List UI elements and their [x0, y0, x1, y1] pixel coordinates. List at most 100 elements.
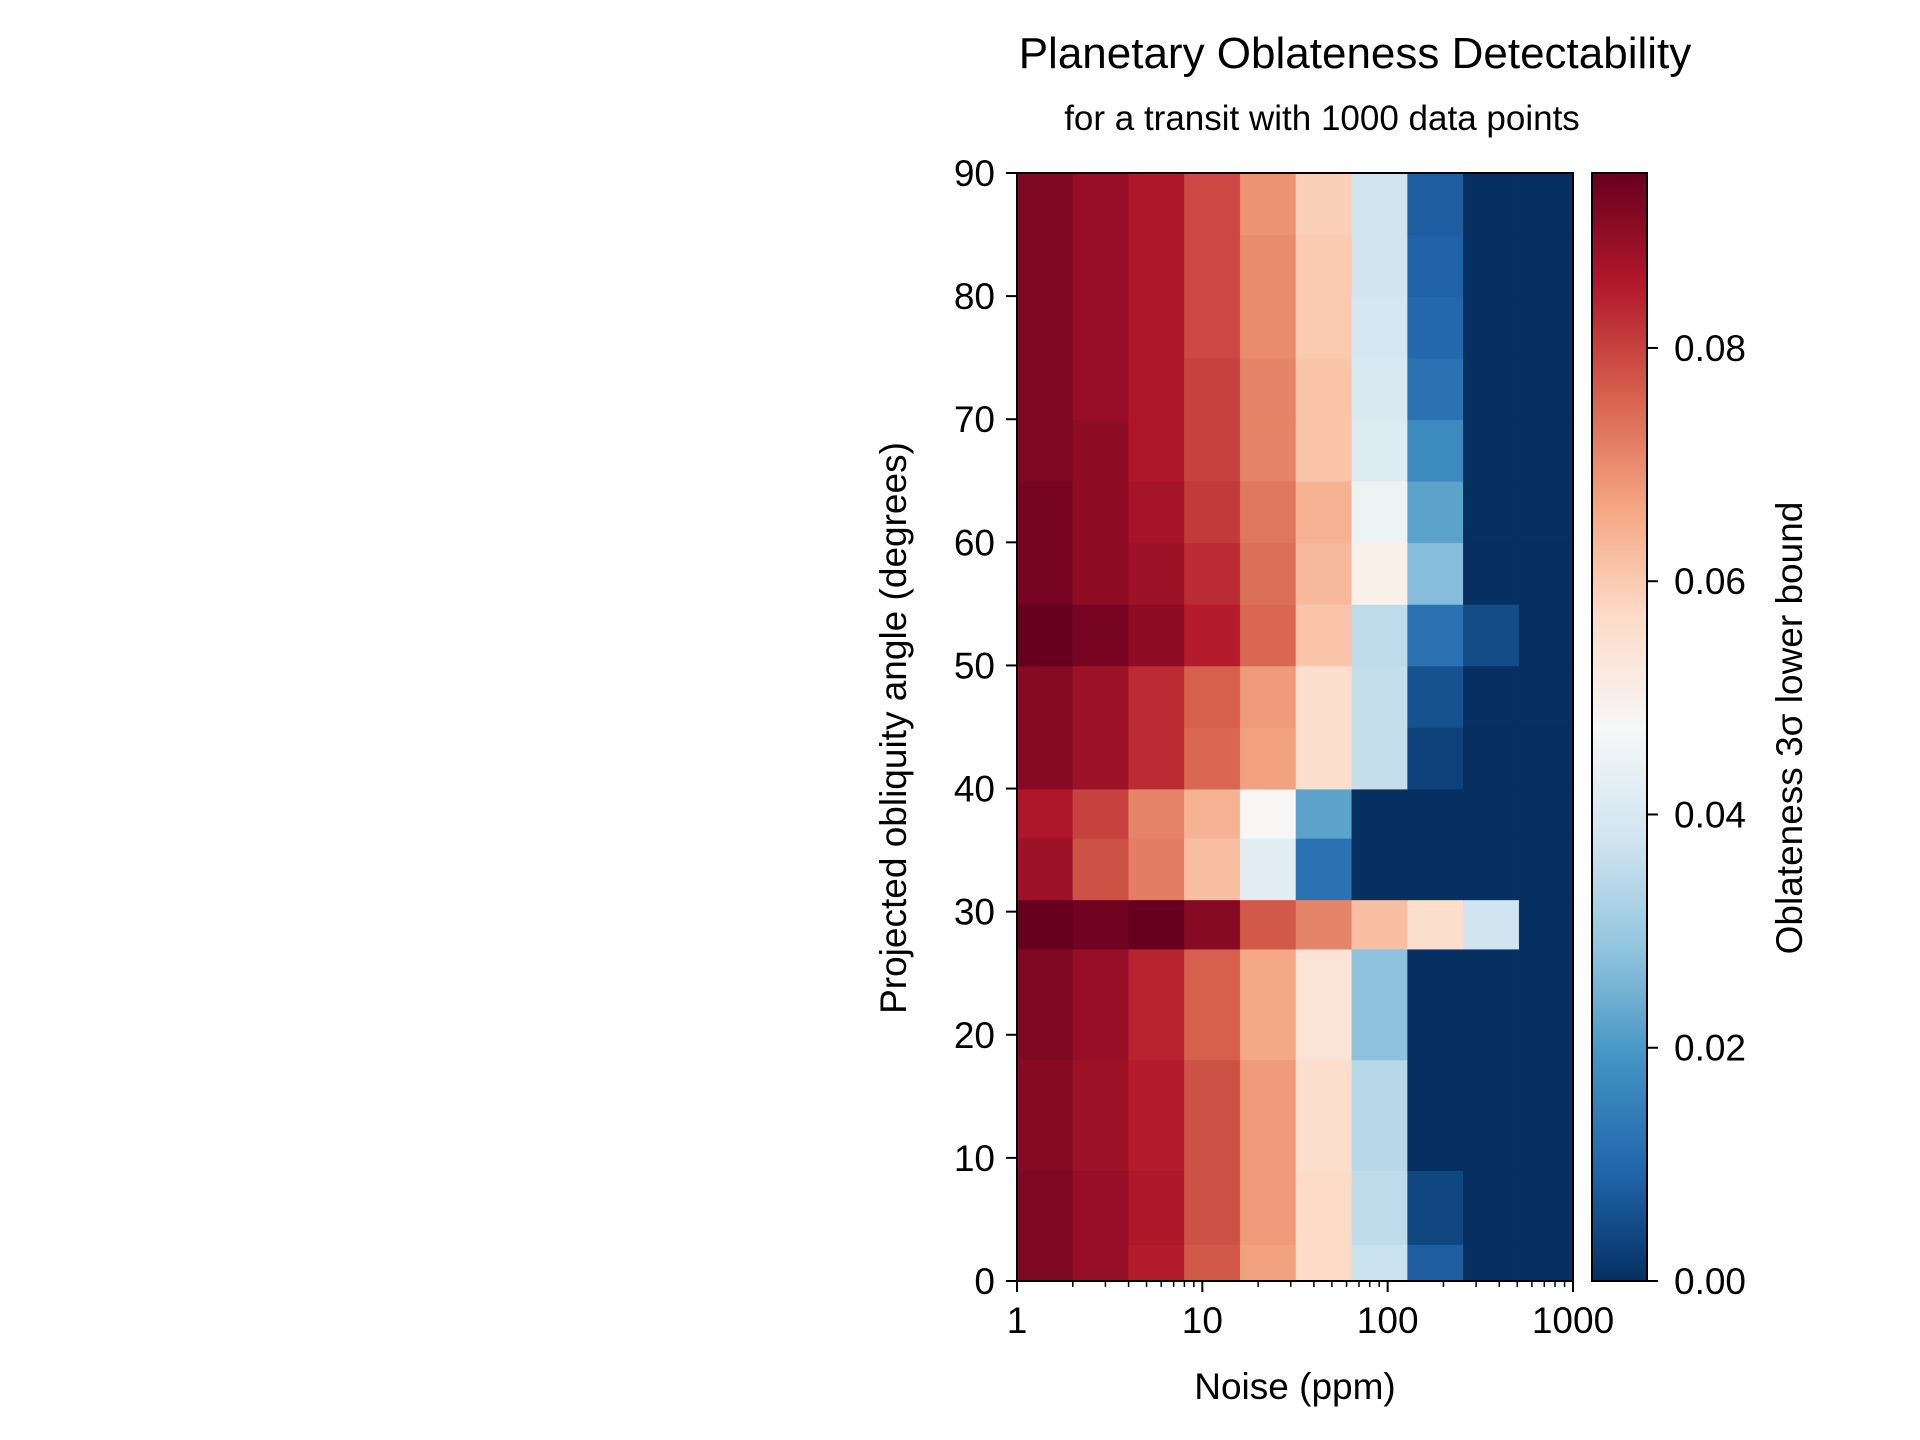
y-tick-label: 0 — [974, 1261, 995, 1302]
heatmap-cell — [1518, 726, 1574, 790]
heatmap-cell — [1518, 234, 1574, 297]
heatmap-cell — [1239, 1059, 1297, 1172]
heatmap-cell — [1239, 480, 1297, 544]
heatmap-cell — [1295, 172, 1353, 236]
heatmap-cell — [1295, 357, 1353, 421]
heatmap-cell — [1072, 1169, 1130, 1245]
heatmap-cell — [1407, 948, 1465, 1061]
heatmap-cell — [1518, 1059, 1574, 1172]
heatmap-cell — [1184, 1169, 1241, 1245]
heatmap-cell — [1463, 726, 1520, 790]
heatmap-cell — [1239, 948, 1297, 1061]
heatmap-cell — [1239, 726, 1297, 790]
heatmap-cell — [1239, 1169, 1297, 1245]
heatmap-cell — [1295, 295, 1353, 359]
heatmap-cell — [1295, 665, 1353, 728]
heatmap-cell — [1072, 603, 1130, 667]
heatmap-cell — [1184, 419, 1241, 482]
heatmap-cell — [1463, 172, 1520, 236]
colorbar-ticks: 0.00 0.02 0.04 0.06 0.08 — [1647, 328, 1746, 1302]
heatmap-cell — [1407, 234, 1465, 297]
heatmap-cell — [1128, 837, 1186, 901]
colorbar-tick-label: 0.08 — [1674, 328, 1746, 369]
heatmap-cell — [1239, 788, 1297, 839]
heatmap-cell — [1351, 1059, 1409, 1172]
colorbar-tick-label: 0.06 — [1674, 561, 1746, 602]
heatmap-cell — [1351, 899, 1409, 950]
heatmap-cell — [1351, 542, 1409, 605]
heatmap-cell — [1295, 234, 1353, 297]
heatmap-cell — [1463, 899, 1520, 950]
heatmap-cell — [1463, 665, 1520, 728]
heatmap-cell — [1295, 726, 1353, 790]
heatmap-cell — [1518, 603, 1574, 667]
heatmap-cell — [1128, 665, 1186, 728]
heatmap-cells — [1016, 172, 1574, 1282]
heatmap-cell — [1407, 419, 1465, 482]
colorbar-label: Oblateness 3σ lower bound — [1769, 502, 1810, 955]
heatmap-cell — [1016, 726, 1074, 790]
heatmap-cell — [1239, 172, 1297, 236]
heatmap-cell — [1128, 295, 1186, 359]
heatmap-cell — [1407, 1169, 1465, 1245]
colorbar-tick-label: 0.00 — [1674, 1261, 1746, 1302]
heatmap-cell — [1407, 295, 1465, 359]
heatmap-cell — [1184, 480, 1241, 544]
heatmap-cell — [1518, 665, 1574, 728]
heatmap-cell — [1239, 234, 1297, 297]
heatmap-cell — [1463, 234, 1520, 297]
heatmap-cell — [1072, 542, 1130, 605]
heatmap-cell — [1463, 419, 1520, 482]
heatmap-cell — [1072, 837, 1130, 901]
heatmap-cell — [1351, 837, 1409, 901]
heatmap-cell — [1016, 788, 1074, 839]
heatmap-cell — [1016, 948, 1074, 1061]
heatmap-cell — [1184, 726, 1241, 790]
heatmap-cell — [1072, 295, 1130, 359]
heatmap-cell — [1407, 1243, 1465, 1282]
colorbar-tick-label: 0.02 — [1674, 1028, 1746, 1069]
heatmap-cell — [1463, 295, 1520, 359]
heatmap-cell — [1016, 295, 1074, 359]
heatmap-cell — [1407, 726, 1465, 790]
heatmap-cell — [1239, 1243, 1297, 1282]
colorbar — [1591, 172, 1648, 1282]
heatmap-cell — [1184, 665, 1241, 728]
heatmap-cell — [1128, 419, 1186, 482]
heatmap-cell — [1016, 899, 1074, 950]
heatmap-cell — [1016, 665, 1074, 728]
y-tick-label: 60 — [954, 522, 995, 563]
heatmap-cell — [1295, 1059, 1353, 1172]
x-tick-label: 1 — [1007, 1300, 1028, 1341]
heatmap-cell — [1518, 1243, 1574, 1282]
heatmap-cell — [1128, 234, 1186, 297]
x-tick-label: 100 — [1357, 1300, 1419, 1341]
heatmap-cell — [1184, 948, 1241, 1061]
heatmap-cell — [1128, 542, 1186, 605]
y-tick-label: 40 — [954, 769, 995, 810]
heatmap-cell — [1407, 1059, 1465, 1172]
heatmap-cell — [1518, 837, 1574, 901]
heatmap-cell — [1184, 295, 1241, 359]
heatmap-cell — [1016, 172, 1074, 236]
heatmap-cell — [1239, 357, 1297, 421]
heatmap-cell — [1016, 357, 1074, 421]
heatmap-cell — [1463, 1059, 1520, 1172]
y-axis: 0 10 20 30 40 50 60 70 80 90 — [954, 153, 1017, 1302]
heatmap-cell — [1351, 603, 1409, 667]
heatmap-cell — [1184, 357, 1241, 421]
heatmap-cell — [1295, 542, 1353, 605]
heatmap-cell — [1351, 788, 1409, 839]
y-tick-label: 70 — [954, 399, 995, 440]
x-axis: 1 10 100 1000 — [1007, 1281, 1614, 1341]
heatmap-cell — [1463, 603, 1520, 667]
heatmap-cell — [1407, 603, 1465, 667]
heatmap-cell — [1518, 542, 1574, 605]
heatmap-cell — [1072, 172, 1130, 236]
heatmap-cell — [1072, 1059, 1130, 1172]
heatmap-cell — [1016, 542, 1074, 605]
heatmap-cell — [1016, 1059, 1074, 1172]
heatmap-cell — [1518, 1169, 1574, 1245]
y-tick-label: 30 — [954, 892, 995, 933]
